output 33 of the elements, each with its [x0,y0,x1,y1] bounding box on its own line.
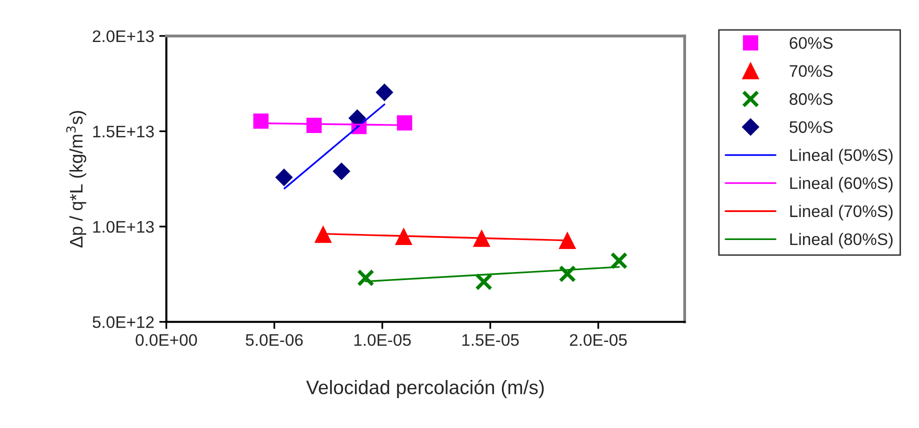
legend-label: Lineal (60%S) [790,176,893,192]
point [395,228,412,245]
legend-label: 80%S [790,93,833,105]
x-axis-title: Velocidad percolación (m/s) [306,380,544,398]
point [253,114,269,129]
x-tick-label: 1.5E-05 [462,334,519,346]
point [558,265,576,283]
point [610,252,628,270]
y-tick-label: 1.0E+13 [93,220,154,233]
x-tick-label: 2.0E-05 [570,334,627,346]
legend-label: 50%S [790,121,833,134]
point [275,168,293,186]
y-tick-label: 1.5E+13 [93,126,154,138]
legend-label: Lineal (50%S) [790,148,893,164]
legend-label: 70%S [790,65,833,77]
point [348,110,366,127]
point [332,162,350,180]
y-axis-title: Δp / q*L (kg/m$^{3}$s) [66,111,86,248]
x-tick-label: 5.0E-06 [246,334,303,346]
point [559,232,576,249]
y-tick-label: 5.0E+12 [92,316,154,328]
y-tick-label: 2.0E+13 [92,30,154,42]
point [356,269,374,287]
x-tick-label: 0.0E+00 [136,334,197,346]
point [475,273,492,291]
point [376,84,394,101]
point [396,115,412,131]
legend-label: Lineal (80%S) [790,232,893,248]
legend-label: 60%S [790,37,833,49]
legend-label: Lineal (70%S) [790,204,893,220]
x-tick-label: 1.0E-05 [354,334,411,346]
point [314,226,332,243]
point [473,230,490,247]
